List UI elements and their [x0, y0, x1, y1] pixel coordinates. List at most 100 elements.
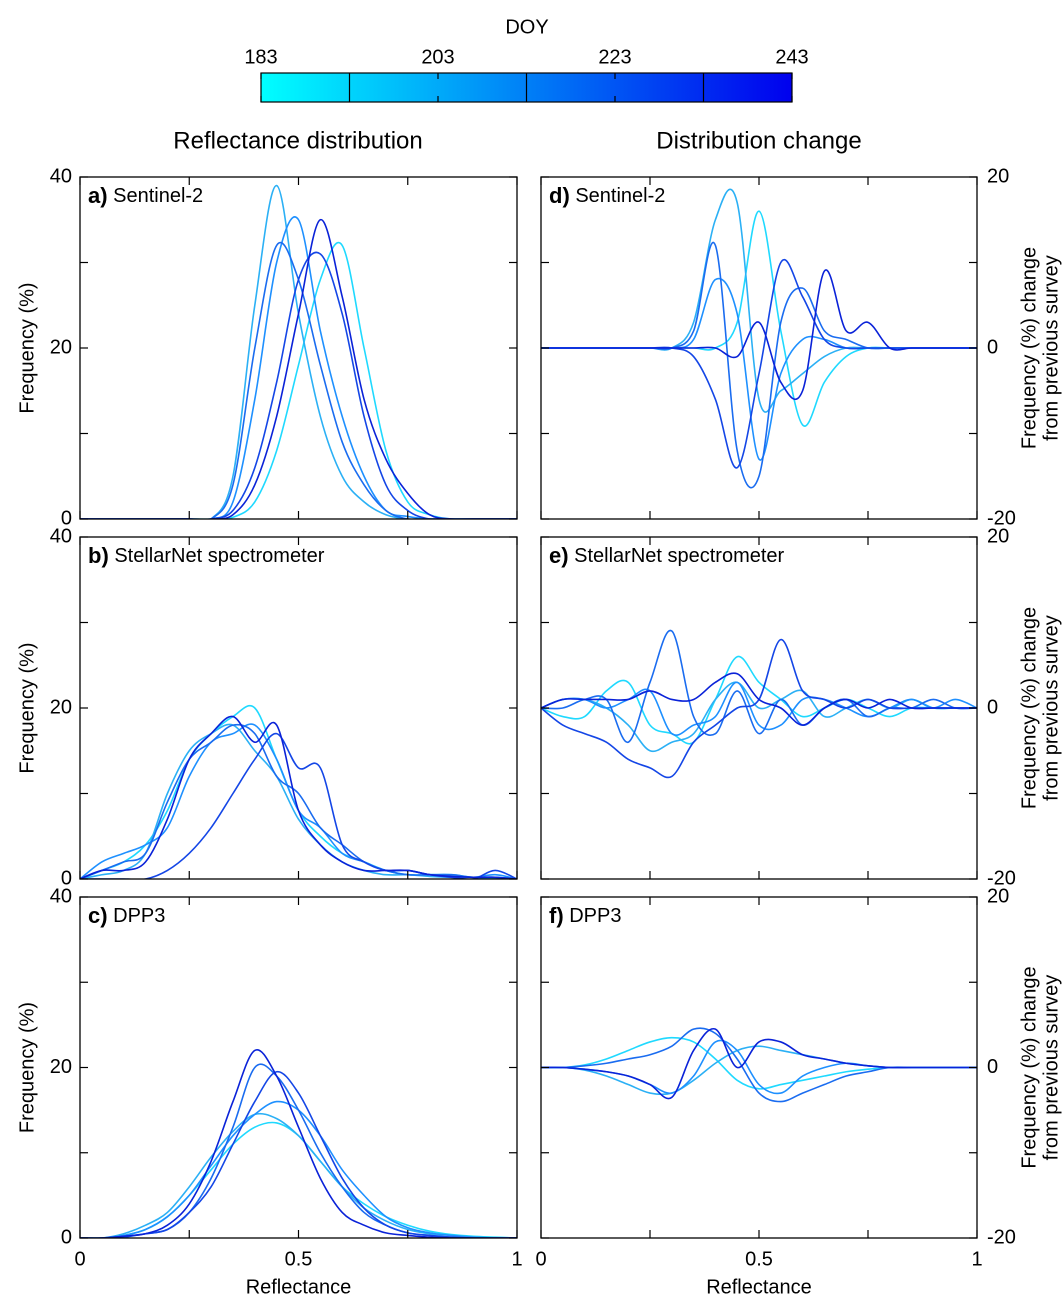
series-line: [80, 1121, 517, 1238]
panel-letter: f): [549, 903, 564, 928]
series-line: [541, 210, 977, 427]
series-line: [80, 1070, 517, 1238]
series-line: [541, 1027, 977, 1103]
y-tick-label: 0: [61, 867, 72, 889]
y-tick-label: 0: [61, 507, 72, 529]
y-tick-label: 20: [50, 1056, 72, 1078]
panel-name: Sentinel-2: [575, 185, 665, 207]
y-axis-label: Frequency (%) change: [1018, 607, 1040, 809]
panel-letter: e): [549, 543, 569, 568]
series-line: [80, 1049, 517, 1238]
panel-title: c) DPP3: [88, 903, 165, 928]
panel-name: Sentinel-2: [113, 185, 203, 207]
y-tick-label: 0: [987, 336, 998, 358]
panel-letter: b): [88, 543, 109, 568]
y-tick-label: 20: [50, 336, 72, 358]
series-line: [541, 655, 977, 745]
panel-title: f) DPP3: [549, 903, 621, 928]
series-line: [80, 723, 517, 879]
series-line: [80, 216, 517, 519]
y-tick-label: -20: [987, 507, 1016, 529]
series-line: [80, 241, 517, 519]
x-axis-label: Reflectance: [706, 1276, 812, 1298]
y-tick-label: 20: [987, 525, 1009, 547]
series-line: [541, 1045, 977, 1096]
y-axis-label: Frequency (%): [16, 282, 38, 413]
series-line: [541, 672, 977, 726]
series-line: [80, 1100, 517, 1238]
series-line: [541, 269, 977, 400]
x-tick-label: 1: [971, 1248, 982, 1270]
series-line: [80, 1112, 517, 1238]
y-tick-label: 20: [987, 885, 1009, 907]
y-axis-label: from previous survey: [1040, 255, 1062, 441]
panel-name: StellarNet spectrometer: [574, 545, 784, 567]
series-line: [541, 1027, 977, 1100]
panel-letter: c): [88, 903, 108, 928]
series-line: [541, 259, 977, 469]
panel-name: DPP3: [113, 905, 165, 927]
colorbar-tick-label: 203: [421, 46, 454, 68]
y-tick-label: 0: [987, 1056, 998, 1078]
panel-letter: a): [88, 183, 108, 208]
series-line: [541, 681, 977, 753]
column-title: Distribution change: [656, 127, 861, 154]
colorbar-tick-label: 183: [244, 46, 277, 68]
colorbar-tick-label: 243: [775, 46, 808, 68]
y-tick-label: 20: [50, 696, 72, 718]
y-tick-label: 40: [50, 885, 72, 907]
y-axis-label: Frequency (%): [16, 1002, 38, 1133]
y-tick-label: 40: [50, 525, 72, 547]
plot-lines: [541, 188, 977, 489]
series-line: [541, 241, 977, 489]
series-line: [541, 681, 977, 736]
plot-lines: [541, 629, 977, 779]
panel-name: DPP3: [569, 905, 621, 927]
y-axis-label: Frequency (%): [16, 642, 38, 773]
panel-name: StellarNet spectrometer: [114, 545, 324, 567]
y-axis-label: from previous survey: [1040, 975, 1062, 1161]
y-tick-label: -20: [987, 1226, 1016, 1248]
y-axis-label: from previous survey: [1040, 615, 1062, 801]
series-line: [80, 732, 517, 879]
plot-frame: [79, 176, 518, 520]
colorbar-tick-label: 223: [598, 46, 631, 68]
series-line: [80, 218, 517, 519]
panel-letter: d): [549, 183, 570, 208]
series-line: [80, 241, 517, 519]
series-line: [80, 1063, 517, 1238]
plot-lines: [80, 1049, 517, 1238]
plot-frame: [79, 536, 518, 880]
plot-lines: [80, 704, 517, 879]
y-tick-label: 0: [61, 1226, 72, 1248]
colorbar-label: DOY: [505, 16, 548, 38]
panel-title: a) Sentinel-2: [88, 183, 203, 208]
y-tick-label: 20: [987, 165, 1009, 187]
plot-frame: [79, 896, 518, 1239]
panel-title: d) Sentinel-2: [549, 183, 665, 208]
column-title: Reflectance distribution: [173, 127, 422, 154]
y-tick-label: -20: [987, 867, 1016, 889]
x-axis-label: Reflectance: [246, 1276, 352, 1298]
series-line: [80, 715, 517, 879]
y-tick-label: 0: [987, 696, 998, 718]
y-axis-label: Frequency (%) change: [1018, 966, 1040, 1168]
plot-lines: [541, 1027, 977, 1103]
x-tick-label: 0: [535, 1248, 546, 1270]
series-line: [80, 723, 517, 879]
series-line: [80, 251, 517, 519]
x-tick-label: 0.5: [285, 1248, 313, 1270]
y-axis-label: Frequency (%) change: [1018, 247, 1040, 449]
series-line: [80, 723, 517, 879]
x-tick-label: 1: [511, 1248, 522, 1270]
panel-title: b) StellarNet spectrometer: [88, 543, 325, 568]
panel-title: e) StellarNet spectrometer: [549, 543, 785, 568]
plot-lines: [80, 184, 517, 519]
series-line: [541, 277, 977, 461]
x-tick-label: 0: [74, 1248, 85, 1270]
y-tick-label: 40: [50, 165, 72, 187]
x-tick-label: 0.5: [745, 1248, 773, 1270]
series-line: [541, 188, 977, 413]
series-line: [80, 184, 517, 519]
